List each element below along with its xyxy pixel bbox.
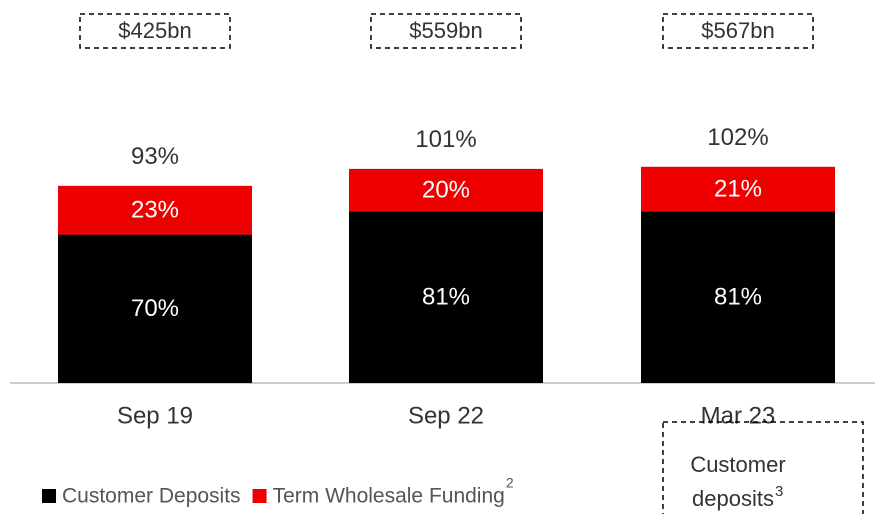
legend-label: Customer Deposits [62,485,241,508]
bar-segment [58,185,252,235]
bar-segment [641,211,835,383]
box-outline [79,13,231,49]
annotation-text: deposits [692,486,774,511]
legend-swatch [252,489,267,503]
box-label: $425bn [118,18,191,43]
legend-label: Term Wholesale Funding [273,485,505,508]
annotation-outline [662,421,864,514]
total-label: 93% [131,143,179,170]
annotation-footnote: 3 [775,483,783,500]
box-label: $559bn [409,18,482,43]
bar-segment [349,211,543,383]
value-label: 81% [714,283,762,310]
x-tick-label: Sep 19 [117,402,193,429]
box-outline [662,13,814,49]
value-label: 23% [131,197,179,224]
bar-segment [349,168,543,212]
value-label: 81% [422,283,470,310]
legend-footnote: 2 [506,475,514,491]
value-label: 20% [422,176,470,203]
x-tick-label: Mar 23 [701,402,776,429]
value-label: 21% [714,175,762,202]
bar-segment [641,166,835,212]
box-label: $567bn [701,18,774,43]
bar-segment [58,234,252,383]
annotation-text: Customer [690,452,785,477]
legend-swatch [42,489,56,503]
value-label: 70% [131,295,179,322]
x-tick-label: Sep 22 [408,402,484,429]
total-label: 102% [707,124,768,151]
total-label: 101% [415,126,476,153]
box-outline [370,13,522,49]
